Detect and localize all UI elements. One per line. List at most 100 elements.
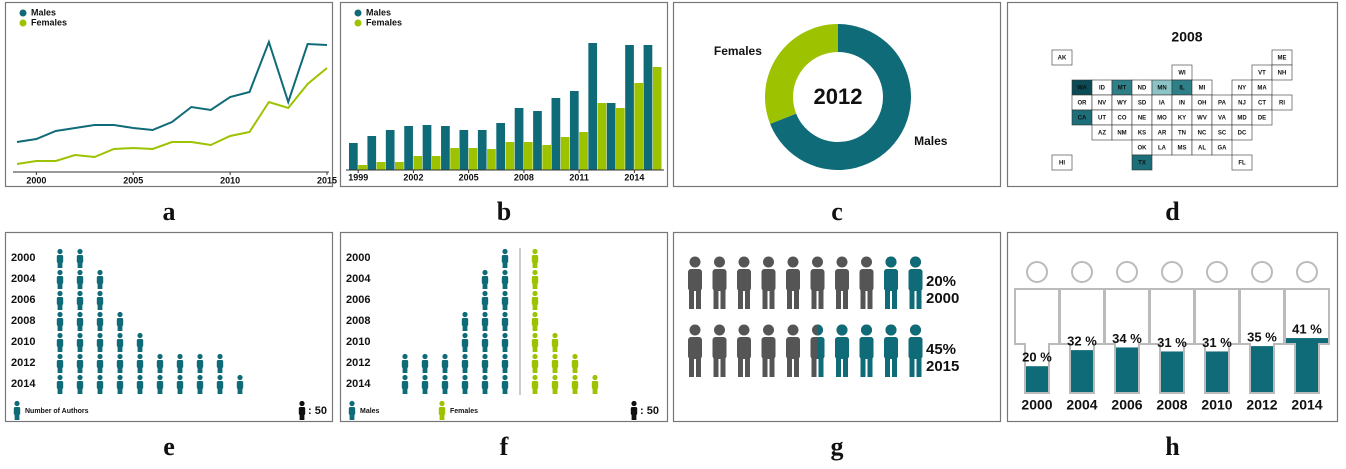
icon-head: [402, 374, 408, 381]
icon-head: [157, 353, 163, 360]
icon-body: [835, 337, 849, 359]
bar: [615, 108, 625, 170]
icon-head: [836, 324, 848, 336]
icon-head: [117, 353, 123, 360]
icon-legs: [482, 388, 488, 394]
legend-marker: [354, 9, 362, 17]
person-icon: [761, 256, 776, 309]
icon-body: [96, 276, 104, 284]
state-label: RI: [1279, 101, 1285, 107]
icon-head: [502, 374, 508, 381]
person-icon: [737, 256, 751, 309]
bar: [376, 162, 386, 170]
legend-icon: [13, 400, 21, 420]
icon-head: [482, 374, 488, 381]
icon-body: [786, 337, 800, 359]
icon-head: [137, 374, 143, 381]
bar: [625, 45, 634, 170]
icon-head: [532, 290, 538, 297]
row-label: 2000: [11, 252, 35, 264]
legend-label: Females: [366, 17, 402, 27]
icon-body-outline: [1284, 288, 1330, 394]
icon-body: [835, 269, 849, 291]
icon-legs: [117, 367, 123, 373]
icon-body: [116, 381, 124, 389]
icon-leg: [818, 289, 824, 309]
icon-body: [908, 337, 923, 359]
icon-head-outline: [1206, 261, 1228, 283]
icon-body: [56, 339, 64, 347]
icon-body: [761, 337, 776, 359]
person-icon: [96, 311, 104, 331]
icon-leg: [794, 357, 799, 377]
icon-legs: [137, 388, 143, 394]
bar: [358, 165, 367, 170]
person-icon: [551, 353, 559, 373]
person-icon: [116, 374, 124, 394]
icon-head: [57, 311, 63, 318]
icon-leg: [696, 289, 701, 309]
icon-body: [481, 381, 489, 389]
icon-body: [688, 337, 702, 359]
value-label: 45%: [926, 341, 956, 358]
icon-head: [689, 256, 701, 268]
row-label: 2004: [346, 273, 371, 285]
icon-leg: [745, 289, 750, 309]
legend-marker: [19, 9, 27, 17]
person-icon: [76, 269, 84, 289]
icon-body: [501, 276, 509, 284]
panel-frame: [4, 1, 334, 188]
icon-leg: [738, 289, 743, 309]
icon-head: [787, 324, 799, 336]
icon-head: [482, 290, 488, 297]
row-label: 2000: [346, 252, 370, 264]
bar: [643, 45, 653, 170]
icon-body: [438, 407, 446, 415]
icon-head: [812, 256, 823, 268]
state-label: AZ: [1098, 131, 1106, 137]
icon-leg: [762, 289, 768, 309]
state-label: IN: [1179, 101, 1185, 107]
icon-legs: [57, 262, 63, 268]
icon-body: [737, 269, 751, 291]
icon-head: [592, 374, 598, 381]
person-icon: [531, 290, 539, 310]
icon-leg: [787, 289, 792, 309]
state-label: ME: [1278, 56, 1287, 62]
icon-leg: [892, 289, 897, 309]
icon-body: [630, 407, 638, 415]
icon-legs: [402, 367, 408, 373]
person-icon: [786, 256, 800, 309]
icon-head: [137, 353, 143, 360]
bar: [496, 123, 505, 170]
icon-body: [136, 381, 144, 389]
person-icon: [156, 353, 164, 373]
icon-leg: [836, 357, 841, 377]
person-icon: [56, 248, 64, 268]
person-icon: [712, 324, 727, 377]
icon-leg: [916, 289, 922, 309]
icon-leg: [916, 357, 922, 377]
bar: [569, 91, 579, 170]
icon-head: [137, 332, 143, 339]
center-label: 2012: [814, 84, 863, 109]
icon-leg: [811, 357, 817, 377]
icon-head: [502, 290, 508, 297]
icon-leg: [689, 357, 694, 377]
state-label: ND: [1138, 86, 1147, 92]
bar: [487, 149, 496, 170]
icon-head: [117, 332, 123, 339]
bar: [422, 125, 432, 170]
icon-head: [861, 256, 872, 268]
row-label: 2014: [11, 378, 36, 390]
x-tick-label: 2004: [1066, 397, 1097, 413]
legend-label: Number of Authors: [25, 408, 89, 415]
icon-legs: [217, 367, 223, 373]
icon-head: [237, 374, 243, 381]
icon-head: [57, 269, 63, 276]
icon-head: [910, 256, 921, 268]
icon-legs: [97, 304, 103, 310]
value-label: 32 %: [1067, 334, 1097, 349]
x-tick-label: 2005: [459, 172, 479, 182]
